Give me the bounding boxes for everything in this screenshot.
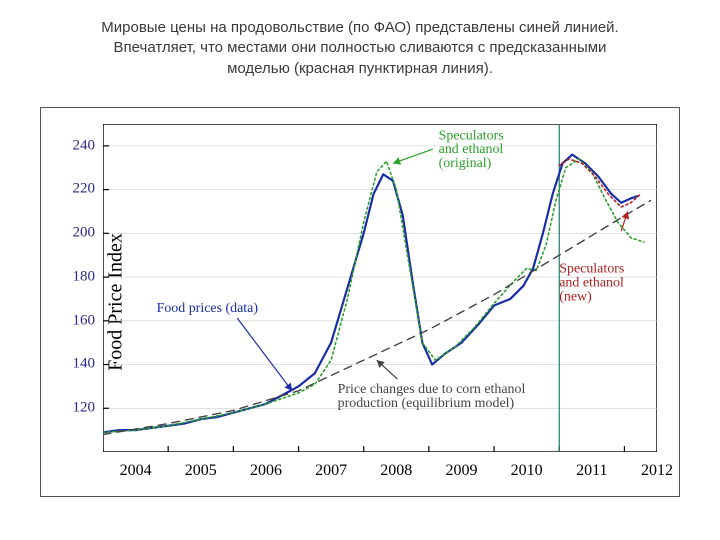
svg-text:Speculators: Speculators	[439, 128, 504, 143]
x-tick-label: 2008	[380, 462, 412, 480]
caption-line-2: Впечатляет, что местами они полностью сл…	[114, 39, 607, 56]
x-tick-label: 2004	[120, 462, 152, 480]
x-tick-label: 2009	[445, 462, 477, 480]
svg-text:Food prices (data): Food prices (data)	[157, 301, 259, 316]
svg-text:(new): (new)	[559, 289, 592, 304]
y-tick-label: 200	[73, 225, 96, 242]
caption-line-3: моделью (красная пунктирная линия).	[227, 60, 493, 77]
svg-text:Speculators: Speculators	[559, 261, 624, 276]
svg-text:production (equilibrium model): production (equilibrium model)	[338, 396, 515, 411]
svg-text:(original): (original)	[439, 156, 492, 171]
y-axis-ticks: 120 140 160 180 200 220 240	[73, 124, 99, 452]
y-tick-label: 160	[73, 312, 96, 329]
x-tick-label: 2012	[641, 462, 673, 480]
svg-text:Price changes due to corn etha: Price changes due to corn ethanol	[338, 382, 526, 397]
y-tick-label: 220	[73, 181, 96, 198]
y-tick-label: 120	[73, 400, 96, 417]
x-tick-label: 2007	[315, 462, 347, 480]
caption-line-1: Мировые цены на продовольствие (по ФАО) …	[101, 19, 618, 36]
x-tick-label: 2006	[250, 462, 282, 480]
y-tick-label: 140	[73, 356, 96, 373]
svg-text:and ethanol: and ethanol	[439, 142, 504, 157]
x-tick-label: 2011	[576, 462, 607, 480]
x-axis-ticks: 200420052006200720082009201020112012	[103, 458, 657, 490]
caption: Мировые цены на продовольствие (по ФАО) …	[20, 18, 700, 79]
chart-svg: Food prices (data)Speculatorsand ethanol…	[103, 124, 657, 452]
x-tick-label: 2005	[185, 462, 217, 480]
x-tick-label: 2010	[511, 462, 543, 480]
y-tick-label: 180	[73, 268, 96, 285]
y-tick-label: 240	[73, 137, 96, 154]
svg-text:and ethanol: and ethanol	[559, 275, 624, 290]
chart-container: Food Price Index 120140160180200220240 F…	[40, 107, 680, 497]
plot-area: Food prices (data)Speculatorsand ethanol…	[103, 124, 657, 452]
